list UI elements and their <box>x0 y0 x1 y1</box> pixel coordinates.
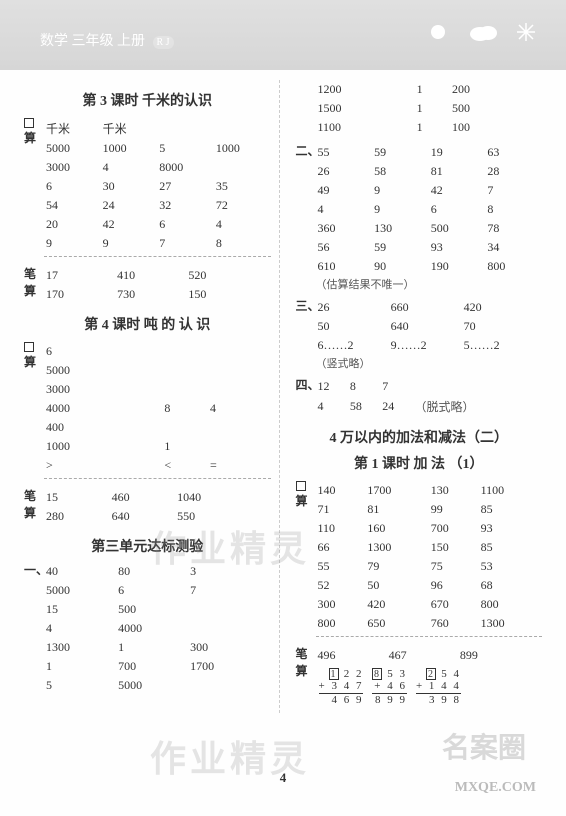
sec3-block: 三、 26660420 5064070 6……29……25……2 （竖式略） <box>296 298 543 371</box>
sec2-block: 二、 55591963 26588128 499427 4968 3601305… <box>296 143 543 292</box>
left-column: 第 3 课时 千米的认识 算 千米千米 5000100051000 300048… <box>24 80 280 713</box>
header-badge: R J <box>153 36 174 49</box>
kou-label-2: 算 <box>24 342 40 482</box>
kou-label: 算 <box>24 118 40 260</box>
sec1-label: 一、 <box>24 562 40 695</box>
ch4-bi-block: 笔 算 496467899 1 2 2 + 3 4 7 4 6 9 8 5 3 <box>296 646 543 707</box>
box-icon <box>296 481 306 491</box>
header-label: 数学 三年级 上册 <box>40 34 145 49</box>
right-column: 12001200 15001500 11001100 二、 55591963 2… <box>290 80 543 713</box>
separator <box>316 636 543 637</box>
box-icon <box>24 342 34 352</box>
vertical-additions: 1 2 2 + 3 4 7 4 6 9 8 5 3 + 4 6 8 9 9 2 … <box>316 668 543 707</box>
sec4-label: 四、 <box>296 377 312 417</box>
ch4-kou-block: 算 14017001301100 71819985 11016070093 66… <box>296 481 543 640</box>
sec3-note: （竖式略） <box>316 355 543 371</box>
header-band: 数学 三年级 上册 R J <box>0 0 566 70</box>
l3-kou-grid: 千米千米 5000100051000 300048000 6302735 542… <box>40 118 271 260</box>
sec2-label: 二、 <box>296 143 312 292</box>
content: 第 3 课时 千米的认识 算 千米千米 5000100051000 300048… <box>0 70 566 723</box>
lesson3-kou-block: 算 千米千米 5000100051000 300048000 6302735 5… <box>24 118 271 260</box>
lesson4-kou-block: 算 6 5000 3000 400084 400 10001 ><= <box>24 342 271 482</box>
page-number: 4 <box>280 770 287 786</box>
lesson4-bi-block: 笔 算 154601040 280640550 <box>24 488 271 526</box>
watermark-url: MXQE.COM <box>455 780 536 796</box>
lesson3-bi-block: 笔 算 17410520 170730150 <box>24 266 271 304</box>
bi-label-2: 笔 算 <box>24 488 40 526</box>
row: 千米千米 <box>44 118 271 139</box>
cloud-icon <box>468 22 498 42</box>
separator <box>44 256 271 257</box>
watermark-logo: 名案圈 <box>442 726 526 766</box>
chapter4-title: 4 万以内的加法和减法（二） <box>296 427 543 447</box>
bi-label-3: 笔 算 <box>296 646 312 707</box>
unit3-title: 第三单元达标测验 <box>24 536 271 556</box>
snow-icon <box>516 22 536 42</box>
sec2-note: （估算结果不唯一） <box>316 276 543 292</box>
vadd-1: 1 2 2 + 3 4 7 4 6 9 <box>319 668 364 706</box>
right-top-block: 12001200 15001500 11001100 <box>296 80 543 137</box>
sun-icon <box>426 20 450 44</box>
separator <box>44 478 271 479</box>
kou-label-3: 算 <box>296 481 312 640</box>
unit3-block: 一、 40803 500067 15500 44000 13001300 170… <box>24 562 271 695</box>
kou-char: 算 <box>24 130 40 147</box>
vadd-3: 2 5 4 + 1 4 4 3 9 8 <box>416 668 461 706</box>
sec4-block: 四、 1287 45824（脱式略） <box>296 377 543 417</box>
box-icon <box>24 118 34 128</box>
lesson-4-title: 第 4 课时 吨 的 认 识 <box>24 314 271 334</box>
header-icons <box>426 20 536 44</box>
ch4-lesson1-title: 第 1 课时 加 法 （1） <box>296 453 543 473</box>
vadd-2: 8 5 3 + 4 6 8 9 9 <box>372 668 407 706</box>
lesson-3-title: 第 3 课时 千米的认识 <box>24 90 271 110</box>
sec3-label: 三、 <box>296 298 312 371</box>
bi-label: 笔 算 <box>24 266 40 304</box>
